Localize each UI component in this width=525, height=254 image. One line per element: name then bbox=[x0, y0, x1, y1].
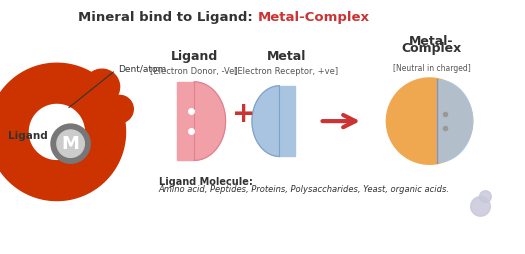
Text: Metal-: Metal- bbox=[409, 35, 454, 47]
Text: Dent/atom: Dent/atom bbox=[118, 65, 166, 74]
Text: Complex: Complex bbox=[401, 42, 461, 55]
Circle shape bbox=[51, 124, 90, 163]
Circle shape bbox=[0, 97, 6, 121]
Text: Metal: Metal bbox=[267, 50, 306, 63]
Text: Ligand: Ligand bbox=[171, 50, 218, 63]
Text: [Neutral in charged]: [Neutral in charged] bbox=[393, 64, 470, 73]
Circle shape bbox=[106, 95, 133, 123]
Text: [Electron Donor, -Ve]: [Electron Donor, -Ve] bbox=[150, 67, 238, 76]
Text: [Electron Receptor, +ve]: [Electron Receptor, +ve] bbox=[234, 67, 339, 76]
Circle shape bbox=[479, 191, 491, 202]
Circle shape bbox=[471, 197, 490, 216]
Text: Amino acid, Peptides, Proteins, Polysaccharides, Yeast, organic acids.: Amino acid, Peptides, Proteins, Polysacc… bbox=[159, 185, 450, 194]
Polygon shape bbox=[29, 104, 85, 159]
Text: Ligand: Ligand bbox=[8, 131, 48, 141]
Text: Mineral bind to Ligand:: Mineral bind to Ligand: bbox=[78, 11, 257, 24]
Polygon shape bbox=[194, 82, 226, 160]
Polygon shape bbox=[0, 63, 125, 201]
Text: Ligand Molecule:: Ligand Molecule: bbox=[159, 177, 253, 187]
Bar bbox=[176, 82, 194, 160]
Bar bbox=[279, 86, 295, 156]
Polygon shape bbox=[437, 80, 472, 162]
Circle shape bbox=[386, 78, 472, 164]
Circle shape bbox=[0, 141, 7, 170]
Polygon shape bbox=[252, 86, 279, 156]
Text: M: M bbox=[61, 135, 80, 153]
Circle shape bbox=[85, 69, 120, 104]
Circle shape bbox=[57, 130, 85, 157]
Text: +: + bbox=[232, 100, 255, 128]
Text: Metal-Complex: Metal-Complex bbox=[258, 11, 370, 24]
